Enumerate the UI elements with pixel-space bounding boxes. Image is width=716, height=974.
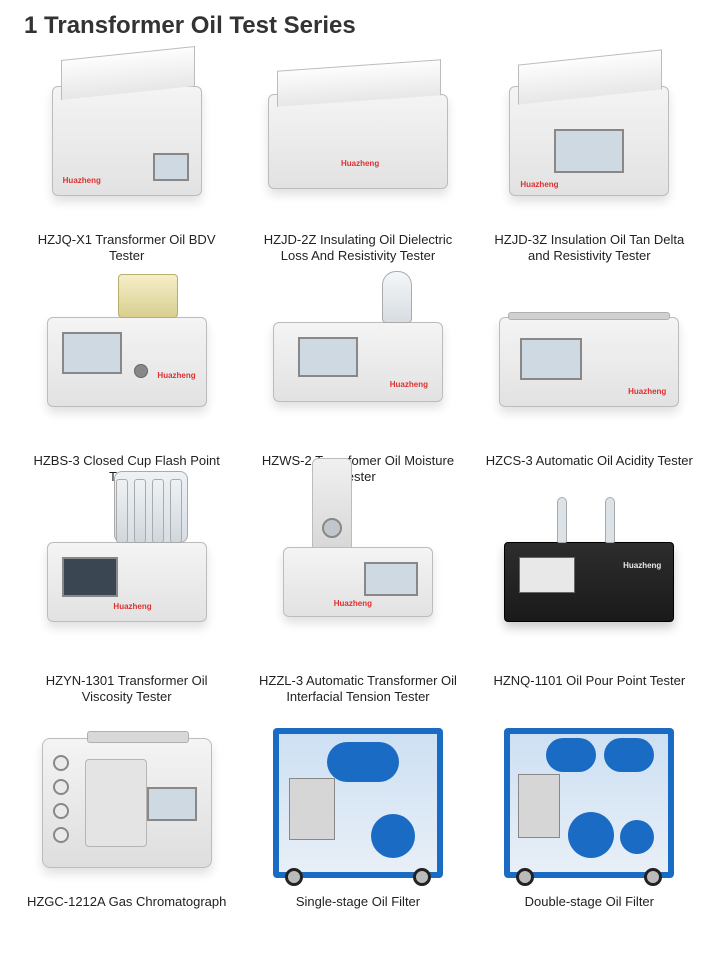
brand-label: Huazheng (520, 180, 558, 189)
product-caption: HZJQ-X1 Transformer Oil BDV Tester (22, 232, 232, 265)
grid-cell: Huazheng HZJD-3Z Insulation Oil Tan Delt… (483, 56, 696, 265)
grid-cell: Huazheng HZJD-2Z Insulating Oil Dielectr… (251, 56, 464, 265)
product-image-hzjd-2z: Huazheng (258, 56, 458, 226)
grid-cell: Huazheng HZJQ-X1 Transformer Oil BDV Tes… (20, 56, 233, 265)
brand-label: Huazheng (623, 561, 661, 570)
product-image-single-filter (258, 718, 458, 888)
product-caption: HZCS-3 Automatic Oil Acidity Tester (486, 453, 693, 469)
product-grid: Huazheng HZJQ-X1 Transformer Oil BDV Tes… (20, 56, 696, 910)
product-caption: HZYN-1301 Transformer Oil Viscosity Test… (22, 673, 232, 706)
product-caption: HZZL-3 Automatic Transformer Oil Interfa… (253, 673, 463, 706)
product-caption: HZJD-3Z Insulation Oil Tan Delta and Res… (484, 232, 694, 265)
product-caption: HZNQ-1101 Oil Pour Point Tester (493, 673, 685, 689)
grid-cell: Single-stage Oil Filter (251, 718, 464, 910)
brand-label: Huazheng (341, 159, 379, 168)
product-image-hzgc-1212a (27, 718, 227, 888)
grid-cell: Huazheng HZCS-3 Automatic Oil Acidity Te… (483, 277, 696, 486)
product-caption: HZJD-2Z Insulating Oil Dielectric Loss A… (253, 232, 463, 265)
product-caption: HZWS-2 Transfomer Oil Moisture Tester (253, 453, 463, 486)
brand-label: Huazheng (157, 371, 195, 380)
product-image-hznq-1101: Huazheng (489, 497, 689, 667)
grid-cell: Huazheng HZYN-1301 Transformer Oil Visco… (20, 497, 233, 706)
product-image-hzws-2: Huazheng (258, 277, 458, 447)
page-title: 1 Transformer Oil Test Series (20, 12, 696, 40)
product-caption: HZGC-1212A Gas Chromatograph (27, 894, 226, 910)
brand-label: Huazheng (63, 176, 101, 185)
product-caption: Double-stage Oil Filter (525, 894, 654, 910)
brand-label: Huazheng (334, 599, 372, 608)
product-image-hzjq-x1: Huazheng (27, 56, 227, 226)
brand-label: Huazheng (390, 380, 428, 389)
brand-label: Huazheng (113, 602, 151, 611)
product-image-hzcs-3: Huazheng (489, 277, 689, 447)
grid-cell: Huazheng HZNQ-1101 Oil Pour Point Tester (483, 497, 696, 706)
grid-cell: Double-stage Oil Filter (483, 718, 696, 910)
product-image-double-filter (489, 718, 689, 888)
grid-cell: Huazheng HZZL-3 Automatic Transformer Oi… (251, 497, 464, 706)
product-image-hzjd-3z: Huazheng (489, 56, 689, 226)
product-image-hzyn-1301: Huazheng (27, 497, 227, 667)
grid-cell: Huazheng HZWS-2 Transfomer Oil Moisture … (251, 277, 464, 486)
product-image-hzzl-3: Huazheng (258, 497, 458, 667)
product-image-hzbs-3: Huazheng (27, 277, 227, 447)
product-caption: Single-stage Oil Filter (296, 894, 420, 910)
brand-label: Huazheng (628, 387, 666, 396)
grid-cell: HZGC-1212A Gas Chromatograph (20, 718, 233, 910)
grid-cell: Huazheng HZBS-3 Closed Cup Flash Point T… (20, 277, 233, 486)
